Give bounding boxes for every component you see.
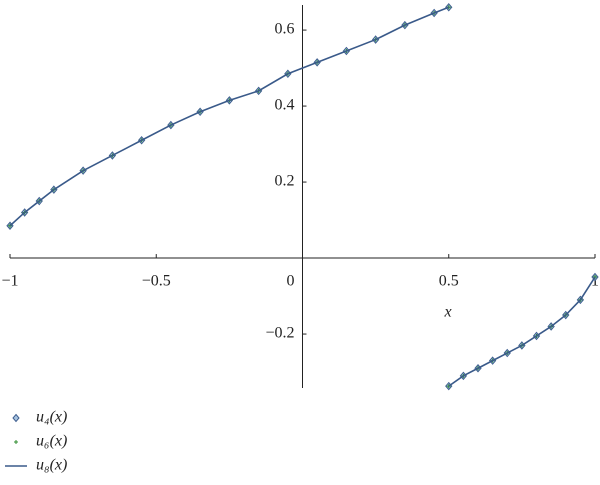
y-tick-label: 0.4 (275, 97, 295, 114)
x-tick-label: −1 (1, 273, 18, 290)
x-axis-label: x (443, 304, 451, 321)
legend-label: u₈(x) (36, 457, 67, 474)
legend-label: u₄(x) (36, 409, 67, 426)
legend-swatch (12, 413, 20, 423)
x-tick-label: −0.5 (142, 273, 171, 290)
y-tick-label: −0.2 (265, 325, 294, 342)
x-tick-label: 0.5 (439, 273, 459, 290)
point (8, 223, 12, 228)
x-tick-label: 0 (287, 273, 295, 290)
y-tick-label: 0.6 (275, 21, 295, 38)
y-tick-label: 0.2 (275, 173, 295, 190)
legend-swatch (14, 440, 18, 444)
line (9, 6, 596, 387)
legend-label: u₆(x) (36, 433, 67, 450)
